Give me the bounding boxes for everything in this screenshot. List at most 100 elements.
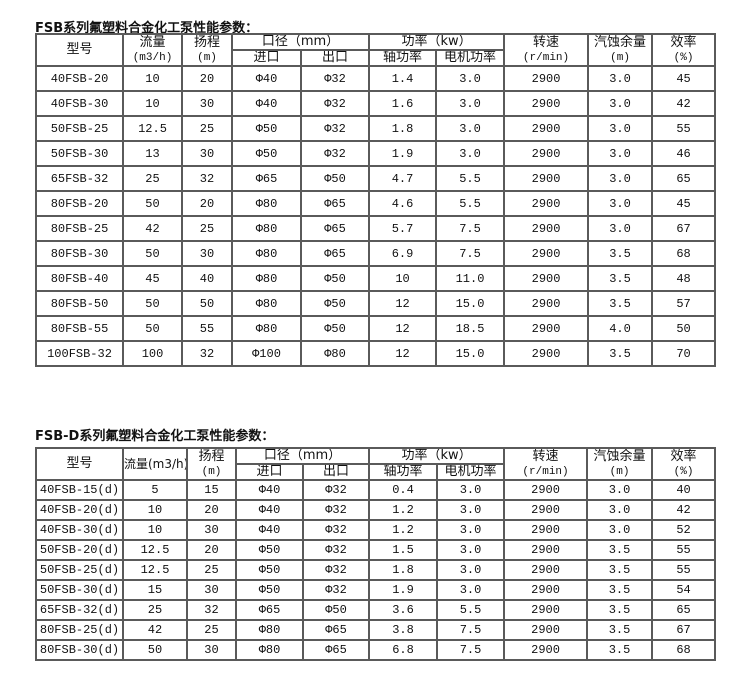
cell-efficiency: 40 bbox=[651, 479, 717, 501]
cell-model: 80FSB-30 bbox=[35, 240, 124, 267]
cell-motor-power: 15.0 bbox=[435, 340, 506, 367]
cell-model: 50FSB-30(d) bbox=[35, 579, 124, 601]
table-row: 40FSB-30(d) 10 30 Φ40 Φ32 1.2 3.0 2900 3.0 52 bbox=[35, 519, 717, 541]
header-flow: 流量(m3/h) bbox=[122, 447, 188, 481]
cell-efficiency: 54 bbox=[651, 579, 717, 601]
cell-efficiency: 65 bbox=[651, 599, 717, 621]
cell-npsh: 3.0 bbox=[586, 519, 654, 541]
cell-shaft-power: 1.2 bbox=[368, 499, 439, 521]
cell-inlet: Φ80 bbox=[231, 315, 302, 342]
cell-flow: 10 bbox=[122, 499, 188, 521]
cell-model: 50FSB-25 bbox=[35, 115, 124, 142]
cell-flow: 13 bbox=[122, 140, 183, 167]
cell-npsh: 3.0 bbox=[587, 65, 654, 92]
cell-efficiency: 46 bbox=[651, 140, 717, 167]
cell-shaft-power: 1.8 bbox=[368, 115, 438, 142]
cell-motor-power: 3.0 bbox=[436, 559, 506, 581]
cell-inlet: Φ80 bbox=[235, 639, 304, 661]
cell-head: 30 bbox=[186, 519, 237, 541]
cell-speed: 2900 bbox=[503, 315, 590, 342]
header-flow: 流量(m3/h) bbox=[122, 33, 183, 67]
table-row: 50FSB-25 12.5 25 Φ50 Φ32 1.8 3.0 2900 3.0 55 bbox=[35, 115, 717, 142]
cell-efficiency: 45 bbox=[651, 190, 717, 217]
header-outlet: 出口 bbox=[301, 463, 371, 481]
cell-motor-power: 7.5 bbox=[436, 639, 506, 661]
cell-motor-power: 5.5 bbox=[435, 190, 506, 217]
cell-efficiency: 42 bbox=[651, 90, 717, 117]
cell-flow: 10 bbox=[122, 90, 183, 117]
cell-npsh: 3.5 bbox=[587, 265, 654, 292]
cell-inlet: Φ40 bbox=[235, 499, 304, 521]
cell-shaft-power: 12 bbox=[368, 290, 438, 317]
cell-head: 20 bbox=[186, 539, 237, 561]
cell-shaft-power: 12 bbox=[368, 315, 438, 342]
cell-speed: 2900 bbox=[503, 65, 590, 92]
cell-outlet: Φ50 bbox=[301, 599, 371, 621]
cell-efficiency: 57 bbox=[651, 290, 717, 317]
cell-head: 20 bbox=[181, 190, 233, 217]
cell-flow: 12.5 bbox=[122, 115, 183, 142]
header-motor-power: 电机功率 bbox=[435, 49, 506, 67]
cell-flow: 42 bbox=[122, 619, 188, 641]
cell-motor-power: 3.0 bbox=[436, 499, 506, 521]
cell-head: 50 bbox=[181, 290, 233, 317]
fsb-performance-table: 型号 流量 (m3/h) 扬程 (m) 口径（mm） 功率（kw） 转速 (r/min… bbox=[35, 33, 717, 367]
cell-speed: 2900 bbox=[503, 519, 589, 541]
table-row: 40FSB-15(d) 5 15 Φ40 Φ32 0.4 3.0 2900 3.0 40 bbox=[35, 479, 717, 501]
cell-npsh: 3.0 bbox=[586, 479, 654, 501]
cell-model: 40FSB-20(d) bbox=[35, 499, 124, 521]
cell-model: 40FSB-30(d) bbox=[35, 519, 124, 541]
cell-shaft-power: 4.6 bbox=[368, 190, 438, 217]
cell-model: 40FSB-15(d) bbox=[35, 479, 124, 501]
cell-efficiency: 68 bbox=[651, 639, 717, 661]
cell-inlet: Φ80 bbox=[231, 215, 302, 242]
header-shaft-power: 轴功率 bbox=[368, 49, 438, 67]
cell-speed: 2900 bbox=[503, 265, 590, 292]
cell-head: 25 bbox=[186, 619, 237, 641]
table-row: 50FSB-20(d) 12.5 20 Φ50 Φ32 1.5 3.0 2900 3.5 55 bbox=[35, 539, 717, 561]
cell-shaft-power: 4.7 bbox=[368, 165, 438, 192]
cell-head: 15 bbox=[186, 479, 237, 501]
table-row: 80FSB-55 50 55 Φ80 Φ50 12 18.5 2900 4.0 50 bbox=[35, 315, 717, 342]
cell-model: 65FSB-32(d) bbox=[35, 599, 124, 621]
table2-title: FSB-D系列氟塑料合金化工泵性能参数： bbox=[35, 429, 275, 444]
cell-model: 80FSB-20 bbox=[35, 190, 124, 217]
cell-flow: 42 bbox=[122, 215, 183, 242]
header-head: 扬程 (m) bbox=[181, 33, 233, 67]
table-row: 50FSB-25(d) 12.5 25 Φ50 Φ32 1.8 3.0 2900 3.5 55 bbox=[35, 559, 717, 581]
header-npsh: 汽蚀余量 (m) bbox=[587, 33, 654, 67]
cell-speed: 2900 bbox=[503, 290, 590, 317]
cell-flow: 10 bbox=[122, 65, 183, 92]
cell-shaft-power: 0.4 bbox=[368, 479, 439, 501]
header-outlet: 出口 bbox=[299, 49, 371, 67]
cell-outlet: Φ32 bbox=[301, 519, 371, 541]
cell-outlet: Φ50 bbox=[299, 265, 371, 292]
table-row: 80FSB-25 42 25 Φ80 Φ65 5.7 7.5 2900 3.0 67 bbox=[35, 215, 717, 242]
cell-npsh: 3.0 bbox=[587, 215, 654, 242]
cell-shaft-power: 12 bbox=[368, 340, 438, 367]
table-row: 80FSB-25(d) 42 25 Φ80 Φ65 3.8 7.5 2900 3.5 67 bbox=[35, 619, 717, 641]
cell-outlet: Φ32 bbox=[301, 499, 371, 521]
cell-npsh: 4.0 bbox=[587, 315, 654, 342]
cell-speed: 2900 bbox=[503, 165, 590, 192]
cell-inlet: Φ50 bbox=[235, 539, 304, 561]
cell-inlet: Φ40 bbox=[235, 479, 304, 501]
cell-outlet: Φ32 bbox=[301, 579, 371, 601]
cell-npsh: 3.0 bbox=[587, 165, 654, 192]
cell-npsh: 3.0 bbox=[586, 499, 654, 521]
cell-model: 50FSB-30 bbox=[35, 140, 124, 167]
cell-model: 40FSB-30 bbox=[35, 90, 124, 117]
cell-npsh: 3.0 bbox=[587, 140, 654, 167]
cell-flow: 100 bbox=[122, 340, 183, 367]
cell-shaft-power: 10 bbox=[368, 265, 438, 292]
cell-outlet: Φ50 bbox=[299, 165, 371, 192]
header-caliber: 口径（mm） bbox=[234, 447, 371, 465]
cell-motor-power: 15.0 bbox=[435, 290, 506, 317]
cell-shaft-power: 1.2 bbox=[368, 519, 439, 541]
cell-model: 80FSB-50 bbox=[35, 290, 124, 317]
table-row: 80FSB-20 50 20 Φ80 Φ65 4.6 5.5 2900 3.0 45 bbox=[35, 190, 717, 217]
cell-inlet: Φ50 bbox=[231, 115, 302, 142]
table-row: 40FSB-30 10 30 Φ40 Φ32 1.6 3.0 2900 3.0 42 bbox=[35, 90, 717, 117]
cell-flow: 15 bbox=[122, 579, 188, 601]
cell-motor-power: 3.0 bbox=[435, 140, 506, 167]
